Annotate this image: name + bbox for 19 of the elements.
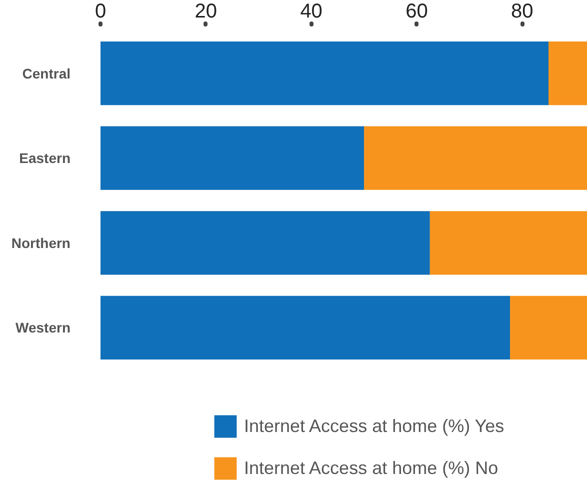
bar: [430, 211, 587, 275]
x-tick-label: 60: [406, 0, 428, 22]
y-tick-label: Western: [16, 320, 71, 336]
bar: [364, 126, 587, 190]
legend-label: Internet Access at home (%) No: [244, 458, 498, 478]
bar: [100, 41, 548, 106]
legend-label: Internet Access at home (%) Yes: [244, 416, 504, 436]
y-tick-label: Central: [22, 65, 70, 82]
bar: [510, 296, 587, 360]
bar: [100, 126, 364, 190]
bar: [100, 296, 510, 360]
x-tick-label: 40: [300, 0, 322, 22]
bar: [100, 211, 430, 275]
x-tick-label: 80: [511, 0, 534, 22]
x-tick-label: 0: [94, 0, 106, 22]
bar: [548, 41, 587, 106]
y-tick-label: Eastern: [19, 150, 70, 166]
x-tick-label: 20: [194, 0, 218, 22]
y-tick-label: Northern: [11, 234, 71, 251]
